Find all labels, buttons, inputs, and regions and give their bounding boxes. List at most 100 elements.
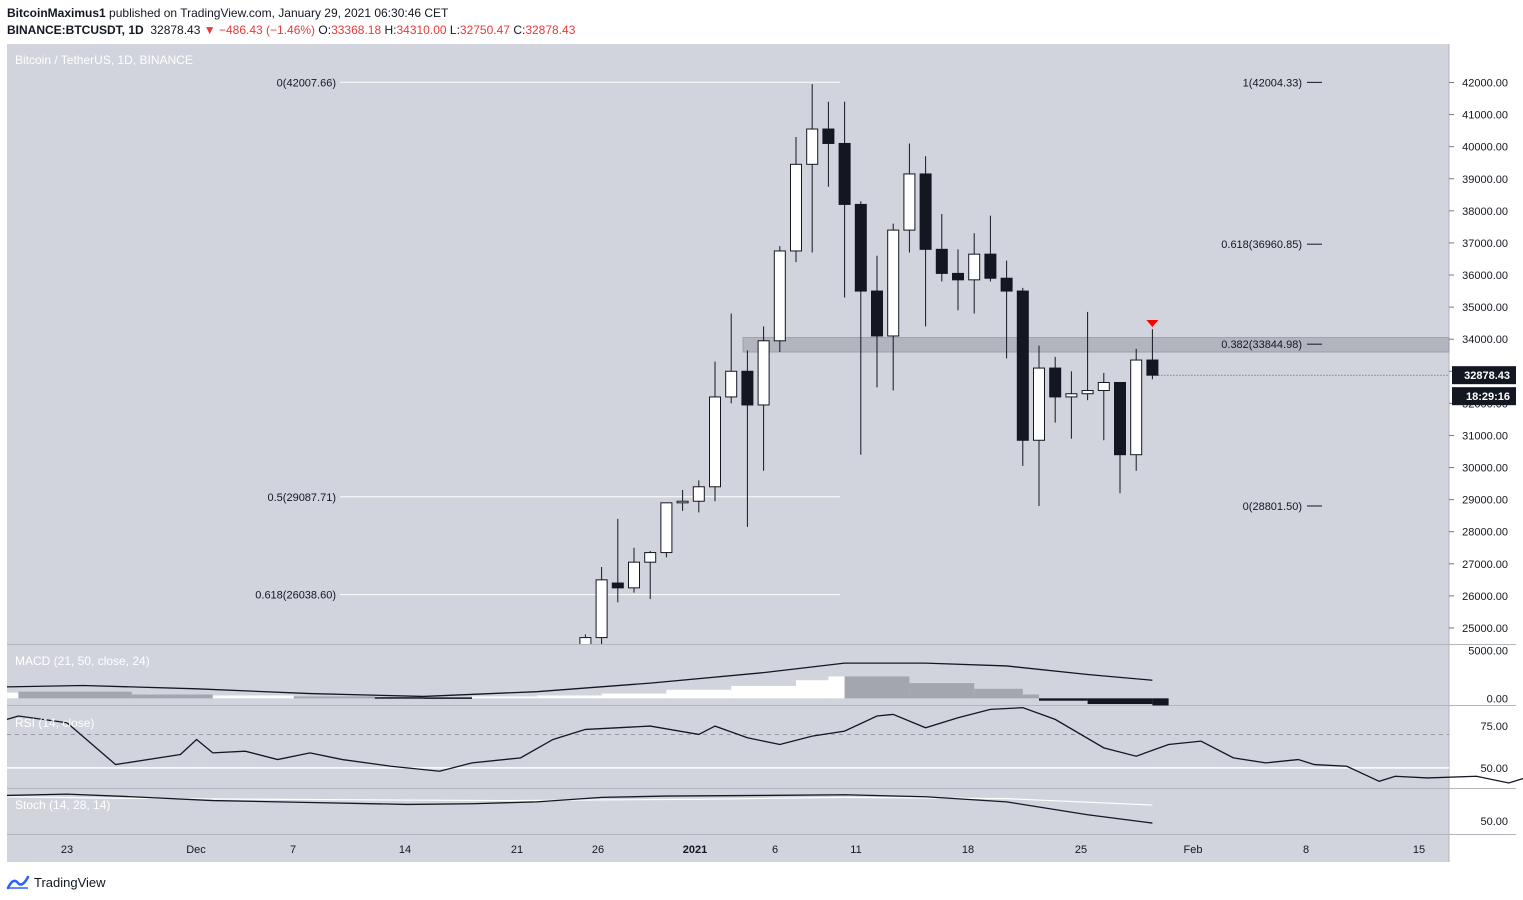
tradingview-footer[interactable]: TradingView — [6, 872, 106, 892]
candle-bearish — [1016, 290, 1029, 441]
resistance-zone — [742, 337, 1450, 353]
macd-histogram-bar — [601, 693, 667, 699]
time-tick-label: 15 — [1413, 844, 1425, 856]
time-tick-label: 18 — [962, 844, 974, 856]
fib-left-label: 0.5(29087.71) — [268, 492, 337, 504]
candle-bullish — [757, 340, 770, 406]
time-tick-label: 26 — [592, 844, 604, 856]
down-triangle-icon: ▼ — [203, 23, 216, 37]
candle-bullish — [887, 229, 900, 337]
macd-tick-label: 0.00 — [1487, 693, 1508, 705]
macd-tick-label: 5000.00 — [1468, 646, 1508, 658]
chart-background — [7, 44, 1449, 862]
candle-bullish — [968, 253, 981, 281]
candle-bearish — [611, 582, 624, 589]
price-tick-label: 29000.00 — [1462, 495, 1508, 507]
macd-line — [6, 662, 1153, 698]
time-tick-label: 25 — [1075, 844, 1087, 856]
price-tick-label: 39000.00 — [1462, 174, 1508, 186]
rsi-tick-label: 75.00 — [1480, 721, 1508, 733]
sell-signal-marker — [1146, 320, 1159, 327]
candle-bearish — [741, 370, 754, 406]
low-label: L: — [449, 23, 460, 37]
fib-left-label: 0.618(26038.60) — [255, 590, 336, 602]
macd-histogram-bar — [423, 697, 472, 699]
price-tick-label: 40000.00 — [1462, 142, 1508, 154]
candle-bullish — [579, 637, 592, 644]
price-tick-label: 25000.00 — [1462, 623, 1508, 635]
last-price-badge — [1452, 366, 1516, 385]
price-tick-label: 35000.00 — [1462, 302, 1508, 314]
macd-histogram-bar — [7, 692, 19, 699]
countdown-badge — [1452, 387, 1516, 406]
fib-right-label: 0.382(33844.98) — [1221, 339, 1302, 351]
candle-bearish — [1049, 367, 1062, 398]
open-value: 33368.18 — [331, 23, 382, 37]
candle-bearish — [871, 290, 883, 337]
candle-bearish — [935, 248, 948, 274]
candle-bullish — [692, 486, 705, 502]
price-tick-label: 41000.00 — [1462, 110, 1508, 122]
close-value: 32878.43 — [525, 23, 576, 37]
candle-bearish — [1000, 277, 1013, 292]
macd-histogram-bar — [293, 696, 375, 699]
open-label: O: — [318, 23, 332, 37]
macd-histogram-bar — [666, 689, 732, 699]
macd-histogram-bar — [1152, 698, 1169, 706]
time-tick-label: Feb — [1184, 844, 1203, 856]
price-tick-label: 30000.00 — [1462, 463, 1508, 475]
author-name[interactable]: BitcoinMaximus1 — [7, 6, 106, 20]
price-chart[interactable]: 0(42007.66) 0.5(29087.71) 0.618(26038.60) 1… — [0, 0, 1523, 868]
time-tick-label: 14 — [399, 844, 411, 856]
macd-histogram-bar — [536, 695, 602, 699]
macd-histogram-bar — [909, 683, 975, 699]
stoch-label: Stoch (14, 28, 14) — [15, 798, 110, 812]
macd-histogram-bar — [18, 691, 67, 699]
price-tick-label: 38000.00 — [1462, 206, 1508, 218]
rsi-tick-label: 50.00 — [1480, 763, 1508, 775]
time-tick-label: Dec — [186, 844, 206, 856]
time-tick-label: 2021 — [683, 844, 707, 856]
price-tick-label: 42000.00 — [1462, 78, 1508, 90]
rsi-label: RSI (14, close) — [15, 716, 94, 730]
macd-label: MACD (21, 50, close, 24) — [15, 654, 150, 668]
candle-bullish — [644, 552, 657, 563]
candle-bearish — [1114, 382, 1126, 456]
candle-bullish — [1097, 382, 1110, 392]
candle-bullish — [1130, 359, 1143, 456]
macd-histogram-bar — [212, 695, 294, 699]
macd-histogram-bar — [731, 685, 796, 699]
stoch-tick-label: 50.00 — [1480, 816, 1508, 828]
candle-bullish — [773, 250, 786, 342]
macd-histogram-bar — [1087, 698, 1153, 705]
symbol-name: BINANCE:BTCUSDT, 1D — [7, 23, 144, 37]
symbol-line: BINANCE:BTCUSDT, 1D 32878.43 ▼ −486.43 (… — [7, 23, 575, 37]
time-tick-label: 8 — [1303, 844, 1309, 856]
price-tick-label: 37000.00 — [1462, 238, 1508, 250]
candle-bullish — [660, 502, 673, 554]
candle-bearish — [952, 272, 964, 281]
price-axis-background — [1449, 44, 1516, 862]
macd-histogram-bar — [974, 688, 1023, 699]
candle-bullish — [903, 173, 916, 231]
macd-histogram-bar — [796, 680, 829, 699]
last-price-badge-label: 32878.43 — [1464, 370, 1510, 382]
price-tick-label: 34000.00 — [1462, 334, 1508, 346]
fib-left-label: 0(42007.66) — [277, 77, 336, 89]
price-tick-label: 27000.00 — [1462, 559, 1508, 571]
stoch-k-line — [6, 793, 1153, 824]
currency-label: USDT — [1467, 53, 1497, 65]
close-label: C: — [513, 23, 526, 37]
candle-bullish — [790, 163, 802, 252]
time-tick-label: 11 — [850, 844, 861, 856]
tradingview-brand: TradingView — [34, 874, 106, 890]
macd-histogram-bar — [844, 676, 910, 699]
fib-right-label: 0(28801.50) — [1243, 501, 1302, 513]
candle-bullish — [676, 500, 689, 504]
time-tick-label: 7 — [290, 844, 296, 856]
candle-bearish — [822, 128, 835, 144]
countdown-label: 18:29:16 — [1466, 391, 1510, 403]
tradingview-logo-icon — [6, 875, 30, 890]
macd-histogram-bar — [472, 696, 537, 699]
price-tick-label: 26000.00 — [1462, 591, 1508, 603]
